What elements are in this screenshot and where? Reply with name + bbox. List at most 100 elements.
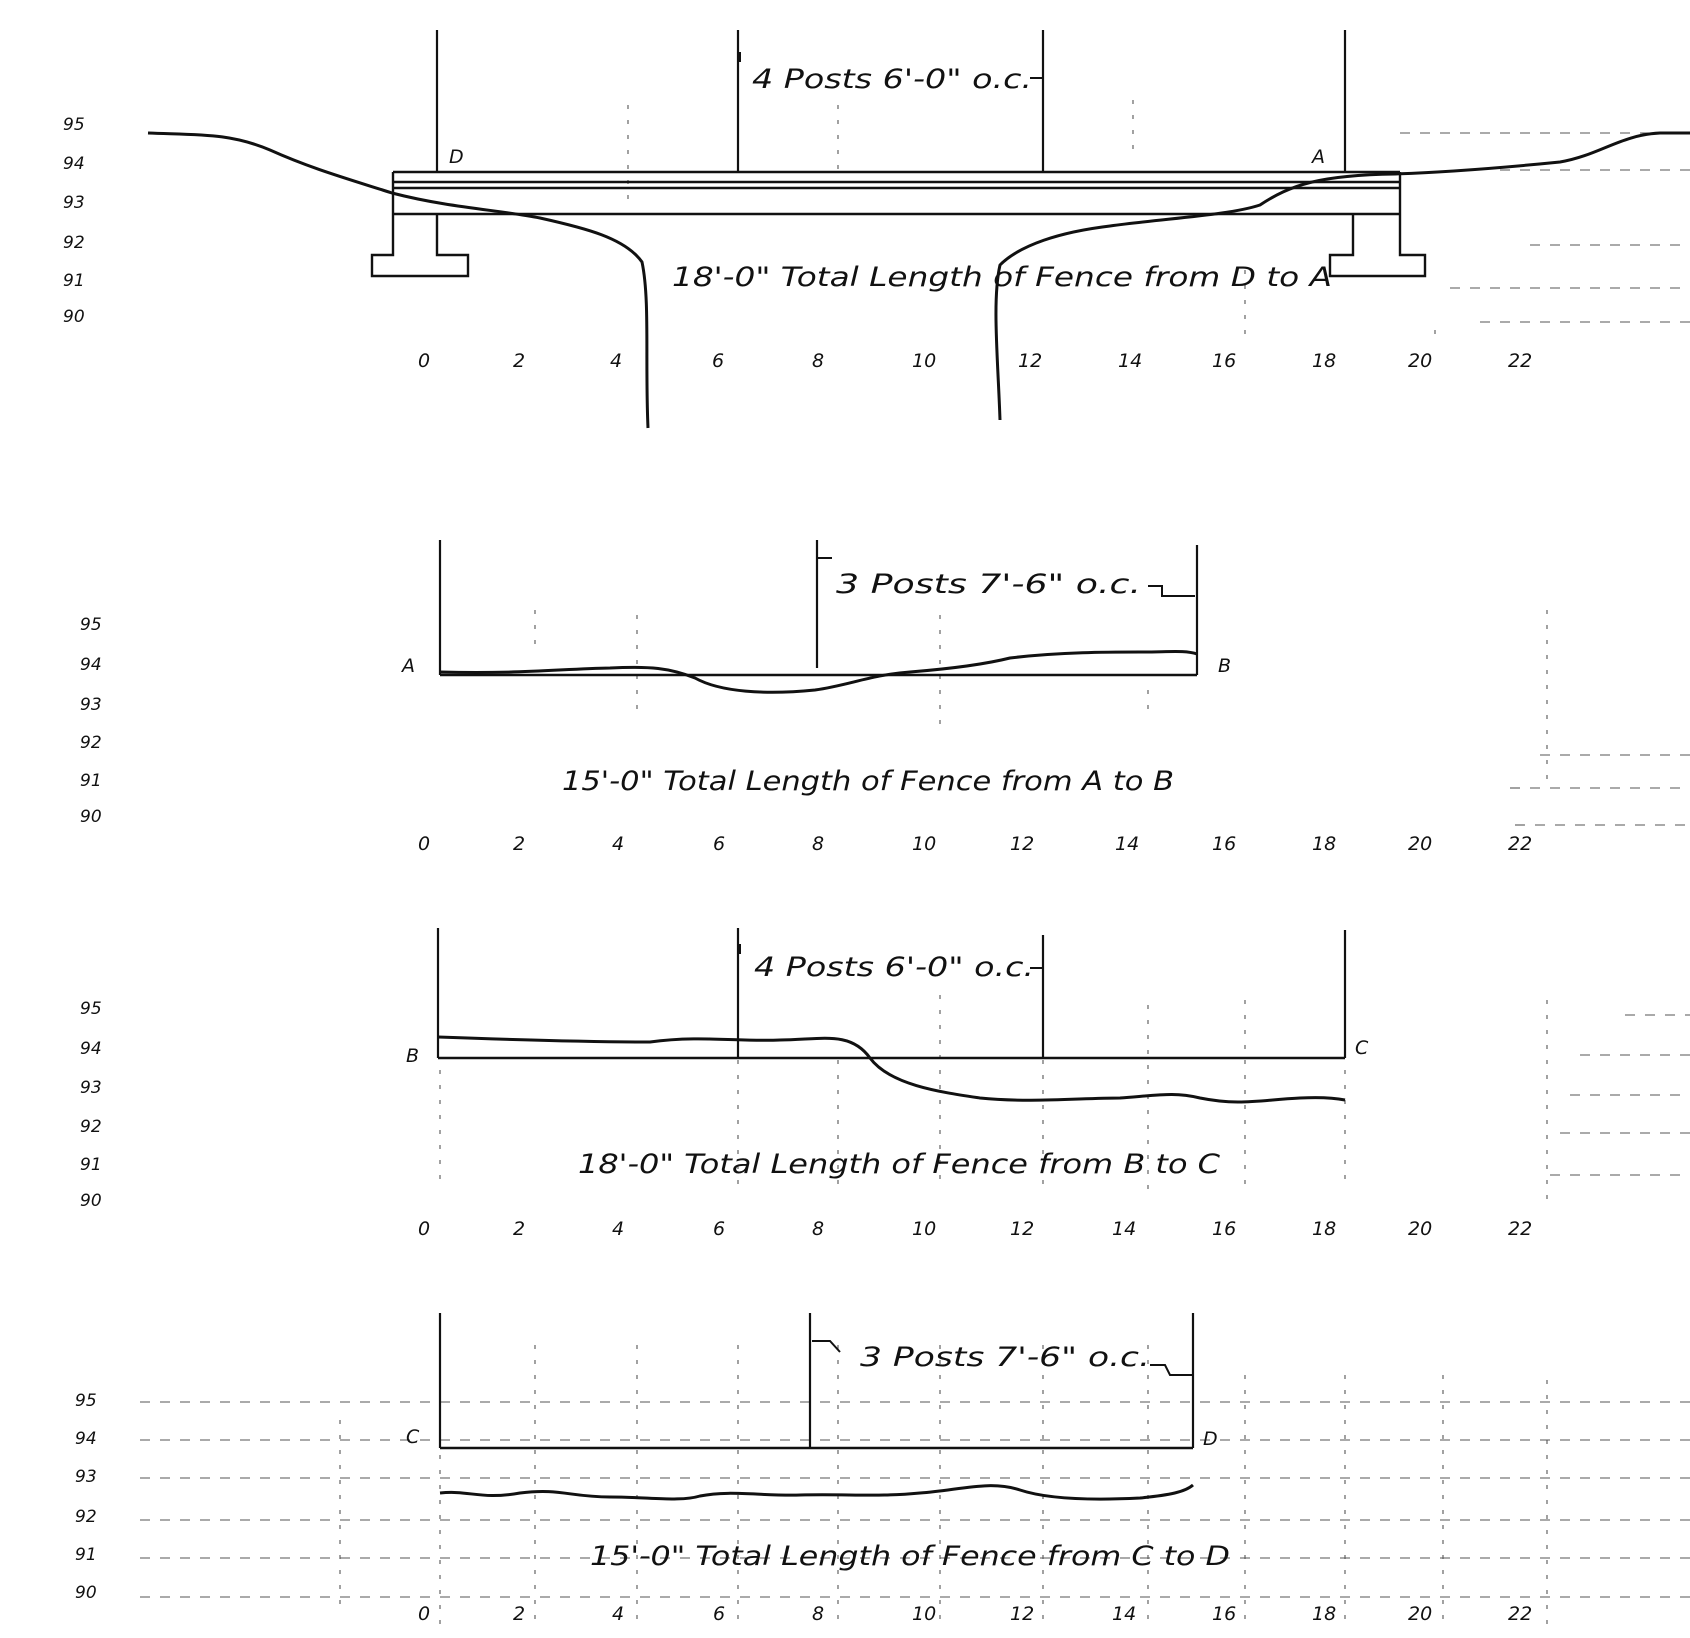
ground-profile-a-to-b [439,650,1198,694]
posts-note-bracket [739,52,1044,92]
x-tick-label: 8 [812,833,824,855]
grid-a-to-b [534,610,1690,826]
fence-bars-d-to-a [391,170,1402,216]
x-tick-label: 16 [1212,1218,1236,1240]
total-length-label: 15'-0" Total Length of Fence from C to D [590,1541,1230,1572]
elevation-label: 91 [63,271,85,291]
ground-profile-d-to-a [147,131,650,429]
x-tick-label: 22 [1508,833,1532,855]
x-tick-label: 0 [418,1603,430,1625]
x-tick-label: 18 [1312,1218,1336,1240]
x-tick-label: 0 [418,833,430,855]
point-label-start: D [449,146,464,168]
elevation-label: 95 [75,1391,97,1411]
section-c-to-d: C D 3 Posts 7'-6" o.c. 15'-0" Total Leng… [75,1313,1690,1630]
section-a-to-b: A B 3 Posts 7'-6" o.c. 15'-0" Total Leng… [80,540,1690,855]
elevation-label: 94 [63,154,85,174]
x-tick-label: 10 [912,1218,936,1240]
elevation-label: 94 [80,1039,102,1059]
posts-note: 4 Posts 6'-0" o.c. [754,952,1034,983]
point-label-end: A [1310,146,1325,168]
elevation-axis-b-to-c: 95 94 93 92 91 90 [80,999,102,1211]
x-tick-label: 14 [1112,1603,1136,1625]
ground-profile-d-to-a-right [994,131,1690,421]
x-tick-label: 20 [1408,833,1432,855]
elevation-label: 93 [75,1467,97,1487]
x-tick-label: 4 [612,1603,624,1625]
elevation-label: 93 [63,193,85,213]
x-tick-label: 0 [418,1218,430,1240]
elevation-label: 91 [80,1155,102,1175]
elevation-label: 92 [75,1507,97,1527]
x-tick-label: 2 [513,1218,525,1240]
x-tick-label: 10 [912,350,936,372]
elevation-label: 90 [80,1191,102,1211]
elevation-label: 95 [63,115,85,135]
point-label-start: A [400,655,415,677]
posts-note: 4 Posts 6'-0" o.c. [752,64,1032,95]
x-tick-label: 18 [1312,833,1336,855]
x-tick-label: 6 [713,1218,725,1240]
footing-left [370,214,470,278]
total-length-label: 15'-0" Total Length of Fence from A to B [562,766,1174,797]
elevation-label: 94 [75,1429,97,1449]
x-axis-b-to-c: 0 2 4 6 8 10 12 14 16 18 20 22 [418,1218,1532,1240]
elevation-label: 92 [80,733,102,753]
x-tick-label: 8 [812,1218,824,1240]
x-tick-label: 2 [513,833,525,855]
elevation-label: 90 [63,307,85,327]
x-tick-label: 22 [1508,1603,1532,1625]
x-tick-label: 12 [1018,350,1042,372]
elevation-label: 93 [80,695,102,715]
ground-profile-b-to-c [437,1035,1346,1104]
posts-note-bracket [812,1340,1192,1376]
x-tick-label: 14 [1112,1218,1136,1240]
x-tick-label: 12 [1010,1218,1034,1240]
x-tick-label: 4 [612,833,624,855]
x-axis-c-to-d: 0 2 4 6 8 10 12 14 16 18 20 22 [418,1603,1532,1625]
x-tick-label: 10 [912,833,936,855]
x-tick-label: 10 [912,1603,936,1625]
x-tick-label: 22 [1508,1218,1532,1240]
x-tick-label: 8 [812,350,824,372]
total-length-label: 18'-0" Total Length of Fence from D to A [672,262,1332,293]
x-tick-label: 16 [1212,1603,1236,1625]
x-tick-label: 6 [713,1603,725,1625]
elevation-axis-d-to-a: 95 94 93 92 91 90 [63,115,85,327]
x-axis-d-to-a: 0 2 4 6 8 10 12 14 16 18 20 22 [418,350,1532,372]
point-label-end: B [1218,655,1231,677]
x-axis-a-to-b: 0 2 4 6 8 10 12 14 16 18 20 22 [418,833,1532,855]
elevation-label: 95 [80,999,102,1019]
point-label-start: B [406,1045,419,1067]
elevation-label: 91 [75,1545,97,1565]
grid-c-to-d [140,1345,1690,1630]
x-tick-label: 8 [812,1603,824,1625]
x-tick-label: 0 [418,350,430,372]
x-tick-label: 14 [1118,350,1142,372]
x-tick-label: 16 [1212,350,1236,372]
x-tick-label: 12 [1010,833,1034,855]
x-tick-label: 12 [1010,1603,1034,1625]
x-tick-label: 6 [712,350,724,372]
elevation-label: 92 [63,233,85,253]
elevation-label: 91 [80,771,102,791]
x-tick-label: 20 [1408,350,1432,372]
elevation-label: 95 [80,615,102,635]
elevation-label: 92 [80,1117,102,1137]
elevation-label: 94 [80,655,102,675]
section-d-to-a: D A 4 Posts 6'-0" o.c. 18'-0" Total Leng… [63,30,1690,429]
x-tick-label: 6 [713,833,725,855]
point-label-end: C [1355,1037,1369,1059]
point-label-start: C [406,1426,420,1448]
elevation-label: 90 [75,1583,97,1603]
elevation-label: 93 [80,1078,102,1098]
x-tick-label: 20 [1408,1218,1432,1240]
x-tick-label: 2 [513,350,525,372]
x-tick-label: 14 [1115,833,1139,855]
point-label-end: D [1203,1428,1218,1450]
elevation-label: 90 [80,807,102,827]
ground-profile-c-to-d [439,1483,1194,1501]
footing-right [1328,214,1427,278]
posts-note-bracket [739,944,1044,980]
